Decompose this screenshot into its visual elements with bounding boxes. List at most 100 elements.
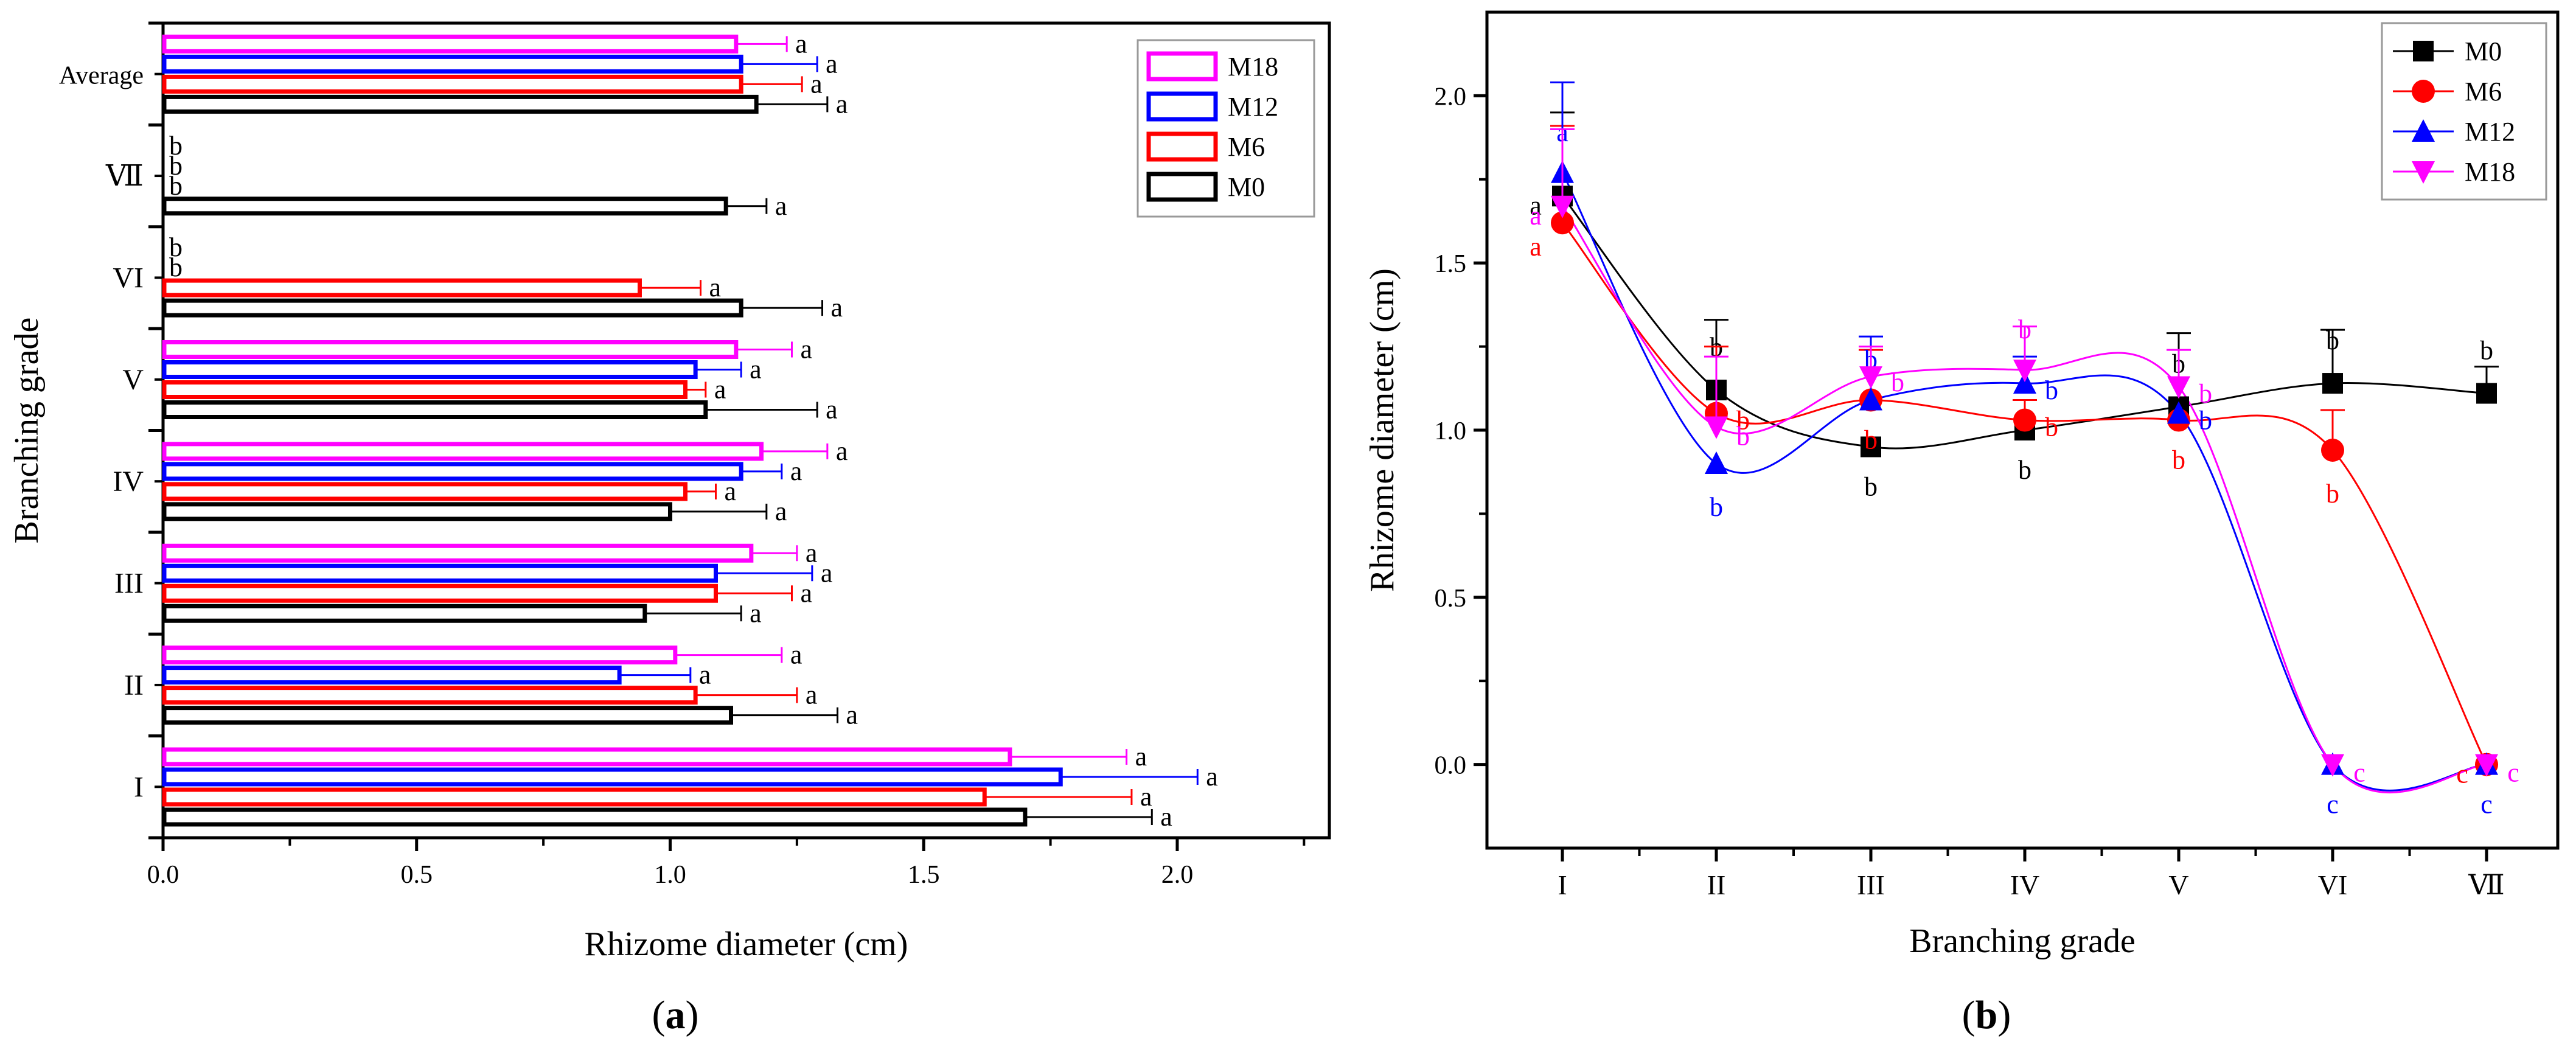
significance-letter-M18: b: [169, 131, 183, 161]
bar-M6: [162, 583, 718, 603]
significance-letter-M6: a: [714, 375, 726, 405]
significance-letter-M6: a: [806, 680, 818, 710]
significance-letter-M0: a: [826, 395, 838, 425]
x-tick-label: I: [1558, 869, 1567, 900]
significance-letter-M0: a: [750, 598, 762, 628]
legend-swatch-M18: [1146, 51, 1218, 82]
significance-letter-M18: b: [1736, 422, 1750, 451]
x-tick-label: Ⅶ: [2468, 869, 2504, 900]
significance-letter-M12: b: [169, 151, 183, 181]
marker-M18: [2475, 754, 2498, 777]
y-tick-label: 0.0: [1435, 752, 1467, 780]
significance-letter-M12: b: [1710, 492, 1723, 522]
y-tick-label: III: [114, 568, 144, 600]
series-line-M18: [1561, 205, 2487, 794]
bar-M18: [162, 747, 1012, 767]
significance-letter-M12: c: [2480, 790, 2493, 820]
y-axis-title: Rhizome diameter (cm): [1363, 268, 1401, 592]
significance-letter-M18: a: [1530, 201, 1542, 231]
significance-letter-M18: b: [2018, 315, 2031, 344]
significance-letter-M12: a: [790, 456, 802, 486]
significance-letter-M12: c: [2327, 790, 2339, 820]
marker-M0: [2322, 373, 2343, 394]
x-tick-label: 2.0: [1161, 861, 1194, 889]
legend-label-M12: M12: [1228, 92, 1278, 122]
significance-letter-M0: b: [1864, 472, 1878, 501]
legend-label-M18: M18: [1228, 52, 1278, 82]
y-tick-label: 2.0: [1435, 83, 1467, 111]
bar-M0: [162, 400, 708, 419]
marker-M18: [2321, 754, 2344, 777]
bar-M6: [162, 686, 698, 705]
y-tick-label: 0.5: [1435, 585, 1467, 613]
legend-box: [2381, 22, 2547, 201]
legend-marker-M6: [2412, 80, 2435, 103]
x-tick-label: II: [1707, 869, 1726, 900]
y-axis-title: Branching grade: [8, 318, 46, 544]
significance-letter-M18: a: [801, 335, 813, 364]
marker-M18: [1859, 366, 1882, 389]
panel-b-label: (b): [1962, 993, 2011, 1037]
bar-M12: [162, 563, 718, 583]
bar-M18: [162, 442, 764, 461]
significance-letter-M6: b: [169, 171, 183, 201]
significance-letter-M0: b: [2018, 455, 2031, 485]
legend-marker-M18: [2412, 161, 2435, 184]
bar-M12: [162, 767, 1063, 787]
bar-M0: [162, 604, 647, 623]
x-tick-label: VI: [2318, 869, 2348, 900]
bar-M6: [162, 74, 743, 94]
significance-letter-M18: a: [1135, 742, 1147, 771]
significance-letter-M6: b: [2326, 479, 2339, 509]
bar-M18: [162, 34, 739, 54]
y-tick-label: Ⅶ: [105, 160, 144, 192]
significance-letter-M18: c: [2507, 758, 2519, 788]
legend-swatch-M12: [1146, 91, 1218, 122]
legend-swatch-M0: [1146, 172, 1218, 202]
marker-M18: [2167, 376, 2190, 399]
x-tick-label: IV: [2010, 869, 2040, 900]
bar-M0: [162, 197, 728, 216]
significance-letter-M18: a: [795, 29, 807, 58]
marker-M0: [2476, 383, 2497, 404]
legend-marker-M0: [2413, 41, 2434, 61]
significance-letter-M0: a: [1530, 190, 1542, 220]
bar-M0: [162, 807, 1028, 827]
significance-letter-M6: b: [2172, 445, 2185, 475]
significance-letter-M12: a: [826, 49, 838, 78]
significance-letter-M18: a: [806, 538, 818, 568]
significance-letter-M0: a: [836, 89, 848, 119]
significance-letter-M18: a: [790, 640, 802, 670]
legend-label-M0: M0: [1228, 172, 1265, 202]
legend-label-M6: M6: [2465, 77, 2502, 106]
significance-letter-M0: a: [1160, 802, 1172, 832]
significance-letter-M0: a: [831, 293, 843, 322]
bar-M18: [162, 543, 754, 563]
bar-M12: [162, 54, 743, 74]
significance-letter-M6: b: [1864, 425, 1878, 455]
marker-M18: [1705, 416, 1728, 439]
significance-letter-M12: a: [699, 660, 711, 690]
significance-letter-M12: a: [821, 558, 833, 588]
panel-a-label: (a): [652, 993, 699, 1037]
legend-label-M0: M0: [2465, 37, 2502, 66]
significance-letter-M0: b: [2480, 336, 2493, 366]
bar-M12: [162, 360, 698, 379]
x-tick-label: 1.5: [908, 861, 940, 889]
significance-letter-M6: a: [1140, 782, 1152, 812]
marker-M18: [2013, 360, 2036, 383]
x-tick-label: 0.5: [400, 861, 433, 889]
bar-M0: [162, 94, 759, 114]
significance-letter-M6: b: [1736, 406, 1750, 436]
significance-letter-M6: a: [810, 69, 823, 99]
y-tick-label: V: [122, 364, 144, 396]
legend-label-M18: M18: [2465, 157, 2515, 187]
y-tick-label: II: [124, 669, 144, 701]
x-axis-title: Branching grade: [1909, 922, 2136, 960]
bar-M6: [162, 482, 688, 501]
significance-letter-M0: b: [2326, 325, 2339, 355]
y-tick-label: I: [134, 771, 144, 803]
significance-letter-M6: c: [2456, 759, 2468, 789]
